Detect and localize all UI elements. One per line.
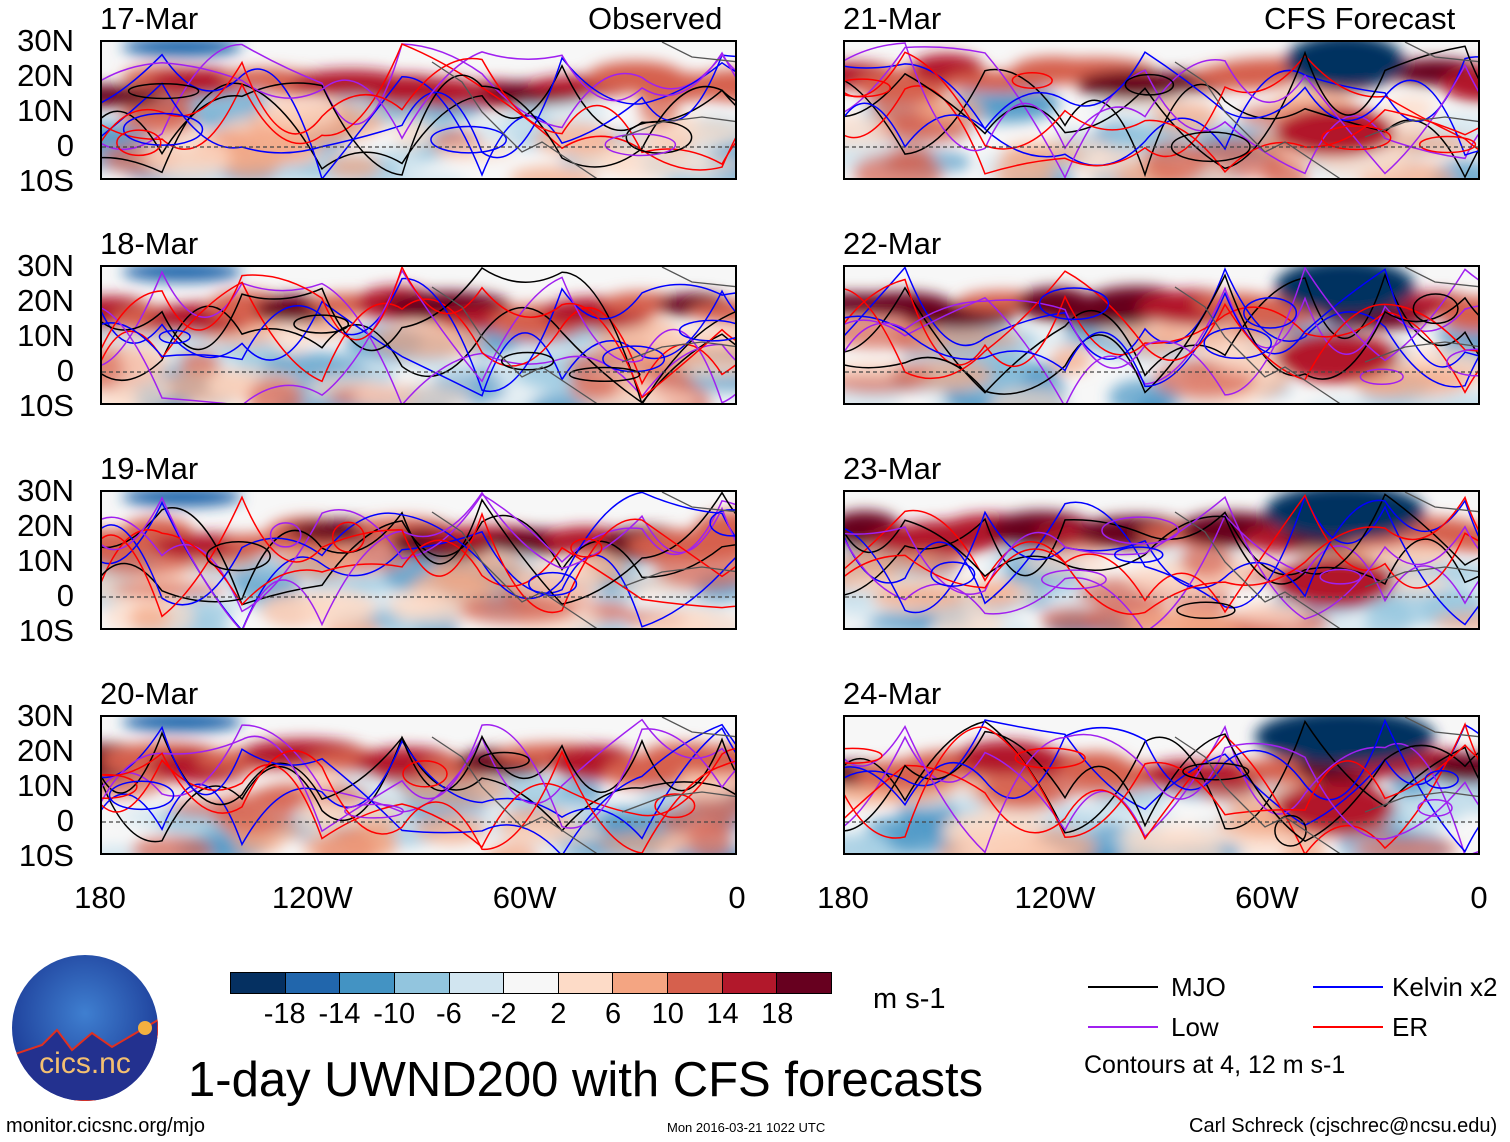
colorbar-swatch [613,973,669,993]
map-panel [100,490,737,630]
map-panel [843,265,1480,405]
lon-label: 120W [1014,880,1096,915]
legend-mjo: MJO [1171,972,1226,1002]
lat-label: 30N [17,473,74,508]
lat-label: 20N [17,58,74,93]
colorbar-tick: -6 [436,998,462,1030]
lat-label: 20N [17,508,74,543]
map-panel [100,40,737,180]
lat-label: 0 [56,128,74,163]
colorbar [230,972,832,994]
lon-label: 180 [817,880,869,915]
colorbar-tick: 18 [761,998,794,1030]
panel-date: 23-Mar [843,451,942,486]
lat-label: 30N [17,248,74,283]
legend-low: Low [1171,1012,1219,1042]
legend-low-line [1088,1026,1158,1028]
colorbar-swatch [777,973,832,993]
cics-logo: cics.nc [12,955,158,1101]
lat-label: 10N [17,543,74,578]
legend-kelvin-line [1313,986,1383,988]
panel-date: 20-Mar [100,676,199,711]
lat-label: 10N [17,318,74,353]
panel-date: 19-Mar [100,451,199,486]
colorbar-tick: 14 [706,998,739,1030]
panel-date: 21-Mar [843,1,942,36]
lat-label: 30N [17,23,74,58]
panel-date: 22-Mar [843,226,942,261]
author: Carl Schreck (cjschrec@ncsu.edu) [1189,1115,1498,1137]
lon-label: 0 [728,880,746,915]
colorbar-units: m s-1 [873,983,946,1015]
lat-label: 0 [56,578,74,613]
lat-label: 20N [17,733,74,768]
lat-label: 10S [18,163,74,198]
colorbar-swatch [285,973,341,993]
colorbar-swatch [722,973,778,993]
lat-label: 20N [17,283,74,318]
lon-label: 60W [1235,880,1299,915]
panel-date: 17-Mar [100,1,199,36]
observed-header: Observed [588,1,723,36]
timestamp: Mon 2016-03-21 1022 UTC [667,1120,826,1135]
lat-label: 10S [18,613,74,648]
colorbar-tick: -10 [373,998,416,1030]
map-panel [100,265,737,405]
lon-label: 180 [74,880,126,915]
lon-label: 60W [492,880,557,915]
lon-label: 120W [271,880,353,915]
legend-er-line [1313,1026,1383,1028]
logo-text: cics.nc [39,1047,131,1080]
colorbar-tick: 10 [651,998,684,1030]
colorbar-swatch [340,973,395,993]
lat-label: 0 [56,353,74,388]
lat-label: 30N [17,698,74,733]
figure-title: 1-day UWND200 with CFS forecasts [188,1053,984,1107]
colorbar-swatch [558,973,614,993]
panel-date: 18-Mar [100,226,199,261]
colorbar-swatch [449,973,505,993]
panel-date: 24-Mar [843,676,942,711]
legend-er: ER [1392,1012,1429,1042]
map-panel [843,40,1480,180]
forecast-header: CFS Forecast [1264,1,1456,36]
colorbar-tick: 2 [550,998,567,1030]
colorbar-swatch [668,973,723,993]
colorbar-swatch [394,973,450,993]
lat-label: 10S [18,838,74,873]
map-panel [100,715,737,855]
colorbar-tick: 6 [605,998,622,1030]
lat-label: 10N [17,768,74,803]
lat-label: 10S [18,388,74,423]
colorbar-swatch [231,973,286,993]
colorbar-tick: -2 [490,998,517,1030]
lat-label: 10N [17,93,74,128]
contour-note: Contours at 4, 12 m s-1 [1084,1051,1346,1079]
lat-label: 0 [56,803,74,838]
map-panel [843,715,1480,855]
legend-mjo-line [1088,986,1158,988]
legend-kelvin: Kelvin x2 [1392,972,1498,1002]
map-panel [843,490,1480,630]
lon-label: 0 [1470,880,1488,915]
colorbar-swatch [504,973,559,993]
colorbar-tick: -18 [263,998,306,1030]
source-url[interactable]: monitor.cicsnc.org/mjo [6,1115,205,1137]
colorbar-tick: -14 [318,998,361,1030]
